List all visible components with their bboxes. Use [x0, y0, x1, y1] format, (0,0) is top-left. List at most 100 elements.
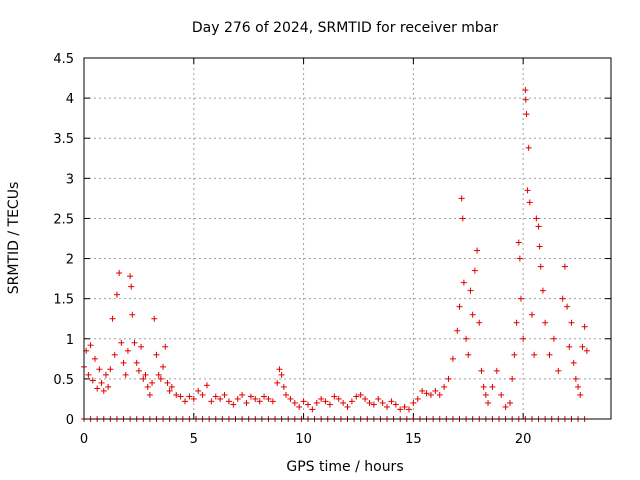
data-point — [555, 367, 562, 374]
data-point — [151, 315, 158, 322]
data-point — [419, 387, 426, 394]
data-point — [230, 401, 237, 408]
data-point — [128, 283, 135, 290]
data-point — [449, 355, 456, 362]
data-point — [445, 375, 452, 382]
data-point — [89, 377, 96, 384]
data-point — [423, 390, 430, 397]
data-point — [120, 359, 127, 366]
data-point — [480, 383, 487, 390]
data-point — [465, 351, 472, 358]
data-point — [221, 391, 228, 398]
data-point — [164, 379, 171, 386]
data-point — [348, 398, 355, 405]
data-point — [247, 393, 254, 400]
data-point — [274, 379, 281, 386]
data-point — [98, 379, 105, 386]
data-point — [577, 391, 584, 398]
data-point — [405, 406, 412, 413]
data-point — [340, 399, 347, 406]
data-point — [485, 399, 492, 406]
data-point — [166, 387, 173, 394]
data-point — [304, 401, 311, 408]
data-point — [122, 371, 129, 378]
y-axis-label: SRMTID / TECUs — [6, 182, 22, 295]
data-point — [157, 375, 164, 382]
x-tick-label: 15 — [405, 432, 422, 447]
data-point — [111, 351, 118, 358]
data-point — [528, 311, 535, 318]
y-tick-label: 3.5 — [53, 132, 74, 147]
data-point — [575, 383, 582, 390]
data-point — [522, 87, 529, 94]
data-point — [256, 398, 263, 405]
data-point — [516, 255, 523, 262]
data-point — [105, 383, 112, 390]
data-point — [568, 319, 575, 326]
data-point — [155, 371, 162, 378]
data-point — [265, 395, 272, 402]
y-tick-label: 2.5 — [53, 212, 74, 227]
data-point — [436, 391, 443, 398]
data-point — [581, 323, 588, 330]
data-point — [570, 359, 577, 366]
data-point — [550, 335, 557, 342]
data-point — [511, 351, 518, 358]
data-point — [309, 406, 316, 413]
y-tick-label: 0.5 — [53, 373, 74, 388]
chart-title: Day 276 of 2024, SRMTID for receiver mba… — [192, 20, 499, 36]
data-point — [140, 375, 147, 382]
data-point — [100, 387, 107, 394]
data-point — [118, 339, 125, 346]
data-point — [131, 339, 138, 346]
data-point — [199, 391, 206, 398]
data-points — [81, 87, 590, 422]
data-point — [243, 399, 250, 406]
data-point — [280, 383, 287, 390]
data-point — [535, 223, 542, 230]
data-point — [168, 383, 175, 390]
data-point — [476, 319, 483, 326]
data-point — [579, 343, 586, 350]
data-point — [542, 319, 549, 326]
data-point — [459, 215, 466, 222]
data-point — [344, 403, 351, 410]
data-point — [291, 399, 298, 406]
data-point — [482, 391, 489, 398]
data-point — [441, 383, 448, 390]
x-tick-label: 0 — [80, 432, 88, 447]
data-point — [520, 335, 527, 342]
data-point — [186, 393, 193, 400]
data-point — [463, 335, 470, 342]
data-point — [533, 215, 540, 222]
y-tick-label: 3 — [66, 172, 74, 187]
data-point — [335, 395, 342, 402]
data-point — [474, 247, 481, 254]
data-point — [522, 96, 529, 103]
data-point — [300, 398, 307, 405]
y-tick-label: 4 — [66, 92, 74, 107]
data-point — [536, 243, 543, 250]
data-point — [283, 391, 290, 398]
data-point — [410, 399, 417, 406]
data-point — [135, 367, 142, 374]
data-point — [87, 342, 94, 349]
data-point — [523, 111, 530, 118]
data-point — [127, 273, 134, 280]
data-point — [456, 303, 463, 310]
data-point — [91, 355, 98, 362]
data-point — [471, 267, 478, 274]
data-point — [269, 398, 276, 405]
data-point — [469, 311, 476, 318]
data-point — [116, 269, 123, 276]
data-point — [524, 187, 531, 194]
y-tick-label: 1.5 — [53, 293, 74, 308]
data-point — [190, 395, 197, 402]
data-point — [138, 343, 145, 350]
data-point — [212, 393, 219, 400]
data-point — [102, 371, 109, 378]
data-point — [149, 379, 156, 386]
data-point — [478, 367, 485, 374]
data-point — [287, 395, 294, 402]
data-point — [502, 403, 509, 410]
